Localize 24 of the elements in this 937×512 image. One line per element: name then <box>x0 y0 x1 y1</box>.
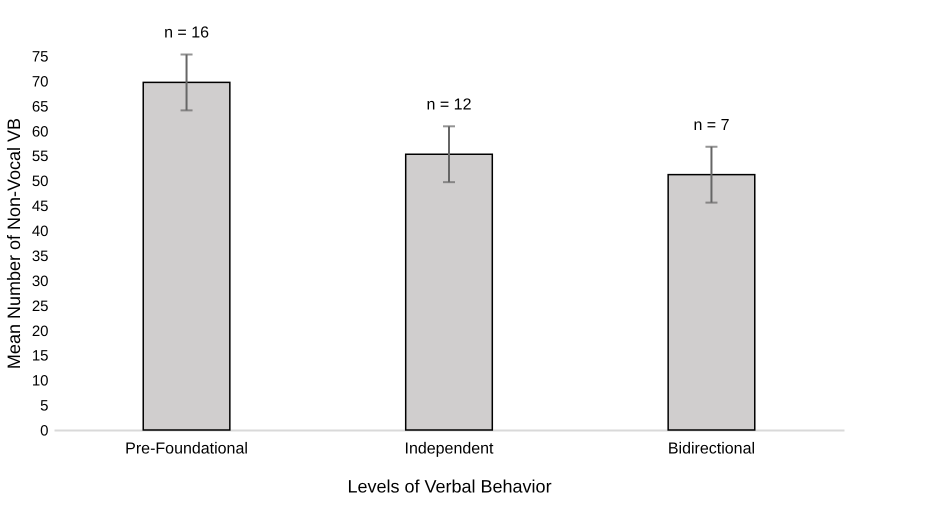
y-tick-label: 40 <box>32 223 48 240</box>
y-tick-label: 45 <box>32 198 48 216</box>
y-axis-title: Mean Number of Non-Vocal VB <box>4 118 24 370</box>
text: n = 16 <box>164 24 210 42</box>
y-tick-label: 30 <box>32 272 48 290</box>
y-tick-label: 25 <box>32 298 48 315</box>
y-tick-label: 70 <box>32 73 48 90</box>
y-tick-label: 0 <box>40 422 48 440</box>
y-tick-label: 50 <box>32 173 48 190</box>
x-tick-label: Bidirectional <box>668 440 756 458</box>
y-tick-label: 35 <box>32 248 48 265</box>
x-tick-label: Independent <box>404 440 494 458</box>
y-tick-label: 10 <box>32 372 48 390</box>
y-tick-label: 65 <box>32 98 48 116</box>
x-tick-label: Pre-Foundational <box>125 440 248 458</box>
y-tick-label: 60 <box>32 123 48 140</box>
y-tick-label: 15 <box>32 348 48 365</box>
annotation: n = 12 <box>426 96 472 114</box>
y-tick-label: 5 <box>40 398 48 415</box>
y-tick-label: 55 <box>32 148 48 166</box>
annotation: n = 7 <box>693 116 730 134</box>
x-axis-title: Levels of Verbal Behavior <box>347 476 552 496</box>
y-tick-label: 75 <box>32 48 48 66</box>
y-tick-label: 20 <box>32 322 48 340</box>
